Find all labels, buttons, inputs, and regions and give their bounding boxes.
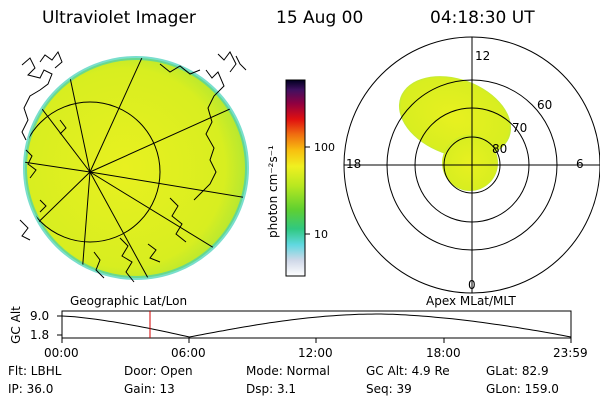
mlt-label-6: 6	[576, 157, 584, 171]
oval-lower-lobe	[442, 135, 498, 191]
door-info: Door: Open	[124, 364, 193, 378]
gain-info: Gain: 13	[124, 382, 175, 396]
time-tick-1800: 18:00	[426, 346, 461, 360]
colorbar-gradient	[285, 79, 306, 277]
colorbar-tick-100: 100	[314, 141, 335, 154]
time-tick-1200: 12:00	[298, 346, 333, 360]
disk-edge	[23, 56, 249, 280]
lat-label-70: 70	[512, 121, 527, 135]
time-tick-0000: 00:00	[44, 346, 79, 360]
gc-alt-info: GC Alt: 4.9 Re	[366, 364, 450, 378]
time-tick-2359: 23:59	[553, 346, 588, 360]
earth-disk	[25, 58, 247, 278]
ip-info: IP: 36.0	[8, 382, 54, 396]
seq-info: Seq: 39	[366, 382, 412, 396]
altitude-plot	[57, 310, 572, 343]
latlon-grid	[25, 58, 247, 278]
glon-info: GLon: 159.0	[486, 382, 559, 396]
lat-label-80: 80	[492, 142, 507, 156]
geographic-image	[19, 50, 249, 283]
mlt-label-18: 18	[346, 157, 361, 171]
time-label: 04:18:30 UT	[430, 8, 535, 28]
apex-label: Apex MLat/MLT	[426, 294, 516, 308]
dsp-info: Dsp: 3.1	[246, 382, 297, 396]
altitude-ytick-1-8: 1.8	[30, 328, 50, 342]
polar-plot: 12 18 6 0 60 70 80	[343, 36, 600, 294]
colorbar: 100 10 photon cm⁻²s⁻¹	[266, 79, 335, 277]
time-tick-0600: 06:00	[171, 346, 206, 360]
lat-label-60: 60	[537, 98, 552, 112]
colorbar-unit-label: photon cm⁻²s⁻¹	[266, 145, 280, 238]
mode-info: Mode: Normal	[246, 364, 330, 378]
geographic-label: Geographic Lat/Lon	[70, 294, 188, 308]
altitude-curve	[61, 313, 572, 338]
altitude-ylabel: GC Alt	[9, 306, 23, 344]
polar-grid	[343, 36, 600, 294]
mlt-label-0: 0	[468, 278, 476, 292]
altitude-ytick-9: 9.0	[30, 309, 50, 323]
glat-info: GLat: 82.9	[486, 364, 549, 378]
mlt-label-12: 12	[475, 49, 490, 63]
colorbar-tick-10: 10	[314, 228, 328, 241]
coastlines	[19, 50, 247, 283]
date-label: 15 Aug 00	[276, 8, 364, 28]
filter-info: Flt: LBHL	[8, 364, 62, 378]
instrument-title: Ultraviolet Imager	[42, 8, 196, 28]
auroral-oval	[398, 76, 512, 158]
